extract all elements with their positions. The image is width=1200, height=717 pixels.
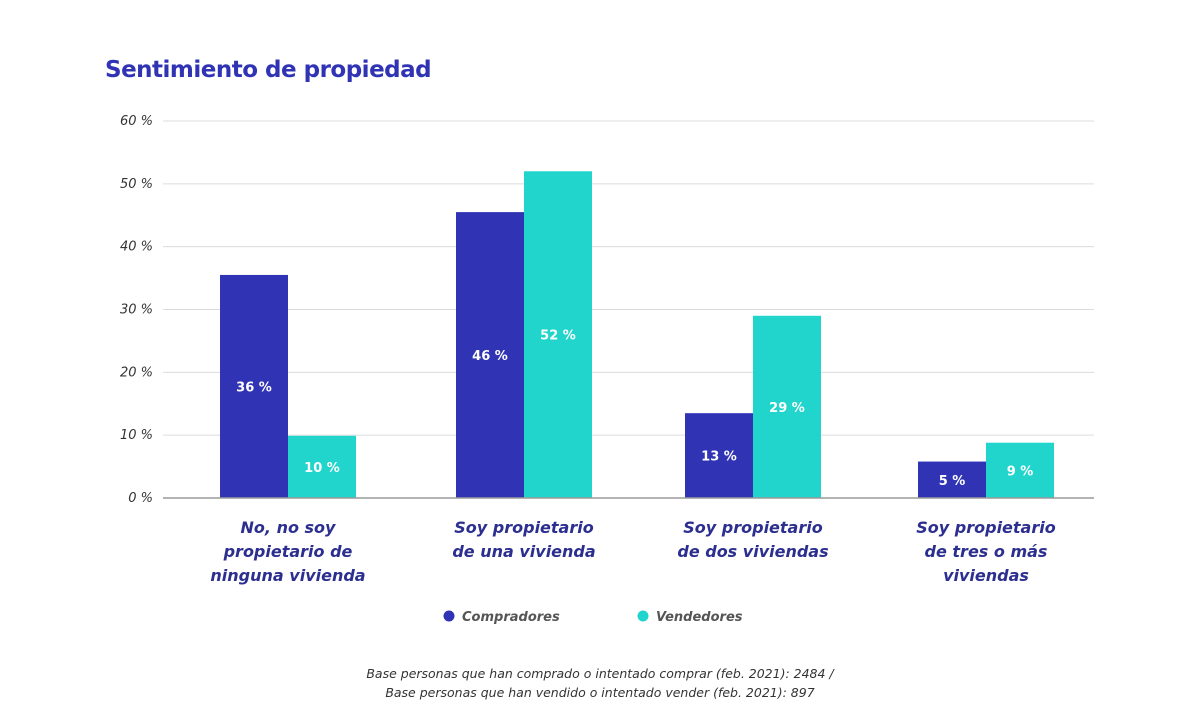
category-label: Soy propietario de una vivienda	[452, 518, 595, 561]
category-label-line: Soy propietario	[454, 518, 593, 537]
footnote-line: Base personas que han vendido o intentad…	[385, 685, 814, 700]
footnote: Base personas que han comprado o intenta…	[366, 666, 835, 700]
y-tick-label: 50 %	[120, 177, 153, 192]
bar-labels: 36 % 46 % 13 % 5 % 10 % 52 % 29 % 9 %	[236, 329, 1033, 489]
y-tick-label: 10 %	[120, 428, 153, 443]
bar	[456, 212, 524, 498]
category-label-line: viviendas	[943, 566, 1029, 585]
bar-value-label: 5 %	[939, 474, 966, 489]
footnote-line: Base personas que han comprado o intenta…	[366, 666, 835, 681]
category-label: Soy propietario de tres o más viviendas	[916, 518, 1055, 585]
bar	[753, 315, 821, 498]
bar-value-label: 10 %	[304, 461, 340, 476]
y-tick-label: 40 %	[120, 240, 153, 255]
bar	[918, 461, 986, 498]
chart-title: Sentimiento de propiedad	[105, 57, 431, 83]
bar-value-label: 36 %	[236, 380, 272, 395]
bar-value-label: 52 %	[540, 329, 576, 344]
category-labels: No, no soy propietario de ninguna vivienda…	[210, 518, 1055, 585]
bars	[220, 171, 1054, 498]
bar-value-label: 29 %	[769, 401, 805, 416]
y-tick-label: 30 %	[120, 303, 153, 318]
bar-value-label: 9 %	[1007, 464, 1034, 479]
bar	[986, 442, 1054, 498]
bar	[524, 171, 592, 498]
category-label-line: de una vivienda	[452, 542, 595, 561]
legend: Compradores Vendedores	[443, 610, 743, 625]
legend-swatch	[637, 610, 649, 622]
category-label-line: No, no soy	[241, 518, 337, 537]
y-axis-ticks: 0 % 10 % 20 % 30 % 40 % 50 % 60 %	[120, 114, 153, 506]
legend-swatch	[443, 610, 455, 622]
y-tick-label: 60 %	[120, 114, 153, 129]
bar	[685, 413, 753, 498]
bar	[220, 274, 288, 498]
y-tick-label: 0 %	[128, 491, 153, 506]
bar-value-label: 13 %	[701, 450, 737, 465]
category-label-line: de tres o más	[925, 542, 1048, 561]
legend-label: Compradores	[462, 610, 560, 625]
category-label-line: de dos viviendas	[677, 542, 828, 561]
y-tick-label: 20 %	[120, 365, 153, 380]
grid-lines	[163, 120, 1094, 436]
category-label-line: Soy propietario	[916, 518, 1055, 537]
category-label: Soy propietario de dos viviendas	[677, 518, 828, 561]
category-label-line: Soy propietario	[683, 518, 822, 537]
bar-value-label: 46 %	[472, 349, 508, 364]
category-label-line: propietario de	[223, 542, 353, 561]
legend-label: Vendedores	[656, 610, 743, 625]
category-label: No, no soy propietario de ninguna vivienda	[210, 518, 365, 585]
category-label-line: ninguna vivienda	[210, 566, 365, 585]
bar	[288, 435, 356, 498]
